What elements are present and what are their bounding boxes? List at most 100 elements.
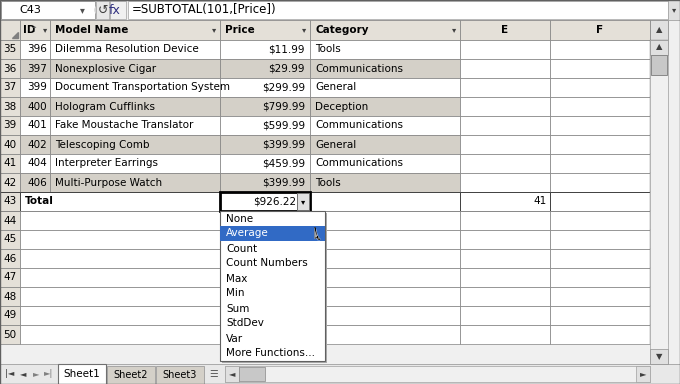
- Bar: [20, 249, 220, 268]
- Bar: [220, 97, 310, 116]
- Bar: [0, 40, 20, 59]
- Bar: [460, 59, 550, 78]
- Bar: [650, 154, 668, 173]
- Bar: [310, 287, 460, 306]
- Text: ▼: ▼: [656, 353, 662, 361]
- Bar: [650, 249, 668, 268]
- Bar: [650, 40, 668, 55]
- Bar: [650, 40, 668, 59]
- Bar: [650, 306, 668, 325]
- Bar: [20, 154, 50, 173]
- Bar: [310, 325, 460, 344]
- Bar: [460, 78, 550, 97]
- Text: Fake Moustache Translator: Fake Moustache Translator: [55, 121, 193, 131]
- Text: ▲: ▲: [656, 25, 662, 35]
- Bar: [550, 287, 650, 306]
- Bar: [20, 116, 50, 135]
- Bar: [310, 59, 460, 78]
- Text: ▾: ▾: [302, 25, 306, 35]
- Bar: [220, 226, 325, 241]
- Bar: [20, 173, 50, 192]
- Bar: [650, 268, 668, 287]
- Text: $29.99: $29.99: [269, 63, 305, 73]
- Bar: [550, 249, 650, 268]
- Bar: [0, 0, 680, 20]
- Bar: [20, 325, 220, 344]
- Text: More Functions...: More Functions...: [226, 349, 315, 359]
- Text: ▾: ▾: [301, 197, 305, 206]
- Text: ▾: ▾: [672, 5, 676, 15]
- Bar: [550, 40, 650, 59]
- Text: 37: 37: [3, 83, 16, 93]
- Bar: [20, 20, 50, 40]
- Bar: [0, 211, 20, 230]
- Bar: [20, 135, 50, 154]
- Text: E: E: [501, 25, 509, 35]
- Text: $599.99: $599.99: [262, 121, 305, 131]
- Bar: [50, 78, 220, 97]
- Bar: [297, 193, 309, 210]
- Bar: [220, 40, 310, 59]
- Bar: [460, 249, 550, 268]
- Text: ↑: ↑: [31, 25, 37, 33]
- Text: Communications: Communications: [315, 121, 403, 131]
- Bar: [550, 192, 650, 211]
- Text: ►: ►: [33, 369, 39, 379]
- Text: $399.99: $399.99: [262, 139, 305, 149]
- Bar: [0, 173, 20, 192]
- Bar: [20, 59, 50, 78]
- Bar: [96, 1, 110, 19]
- Text: Total: Total: [25, 197, 54, 207]
- Bar: [550, 173, 650, 192]
- Bar: [0, 0, 680, 20]
- Bar: [310, 268, 460, 287]
- Bar: [50, 97, 220, 116]
- Bar: [550, 78, 650, 97]
- Text: 45: 45: [3, 235, 16, 245]
- Bar: [220, 230, 310, 249]
- Bar: [50, 135, 220, 154]
- Bar: [550, 306, 650, 325]
- Text: Interpreter Earrings: Interpreter Earrings: [55, 159, 158, 169]
- Bar: [460, 154, 550, 173]
- Bar: [0, 192, 20, 211]
- Polygon shape: [315, 227, 320, 240]
- Text: 43: 43: [3, 197, 16, 207]
- Bar: [20, 230, 220, 249]
- Bar: [310, 78, 460, 97]
- Text: 44: 44: [3, 215, 16, 225]
- Bar: [650, 20, 668, 40]
- Bar: [220, 173, 310, 192]
- Bar: [0, 230, 20, 249]
- Text: fx: fx: [109, 3, 121, 17]
- Bar: [0, 59, 20, 78]
- Bar: [310, 154, 460, 173]
- Text: ▾: ▾: [43, 25, 47, 35]
- Bar: [650, 40, 668, 364]
- Text: $799.99: $799.99: [262, 101, 305, 111]
- Text: 399: 399: [27, 83, 47, 93]
- Text: Tools: Tools: [315, 45, 341, 55]
- Bar: [460, 287, 550, 306]
- Polygon shape: [12, 32, 18, 38]
- Text: Model Name: Model Name: [55, 25, 129, 35]
- Bar: [310, 116, 460, 135]
- Bar: [50, 154, 220, 173]
- Text: 38: 38: [3, 101, 16, 111]
- Bar: [650, 78, 668, 97]
- Text: 47: 47: [3, 273, 16, 283]
- Bar: [460, 325, 550, 344]
- Bar: [128, 1, 668, 19]
- Bar: [220, 116, 310, 135]
- Bar: [650, 59, 668, 78]
- Bar: [220, 325, 310, 344]
- Text: ◄: ◄: [20, 369, 27, 379]
- Text: Communications: Communications: [315, 159, 403, 169]
- Bar: [58, 364, 106, 384]
- Bar: [20, 268, 220, 287]
- Text: ►|: ►|: [44, 369, 54, 379]
- Bar: [310, 230, 460, 249]
- Text: 42: 42: [3, 177, 16, 187]
- Bar: [1, 1, 95, 19]
- Text: 40: 40: [3, 139, 16, 149]
